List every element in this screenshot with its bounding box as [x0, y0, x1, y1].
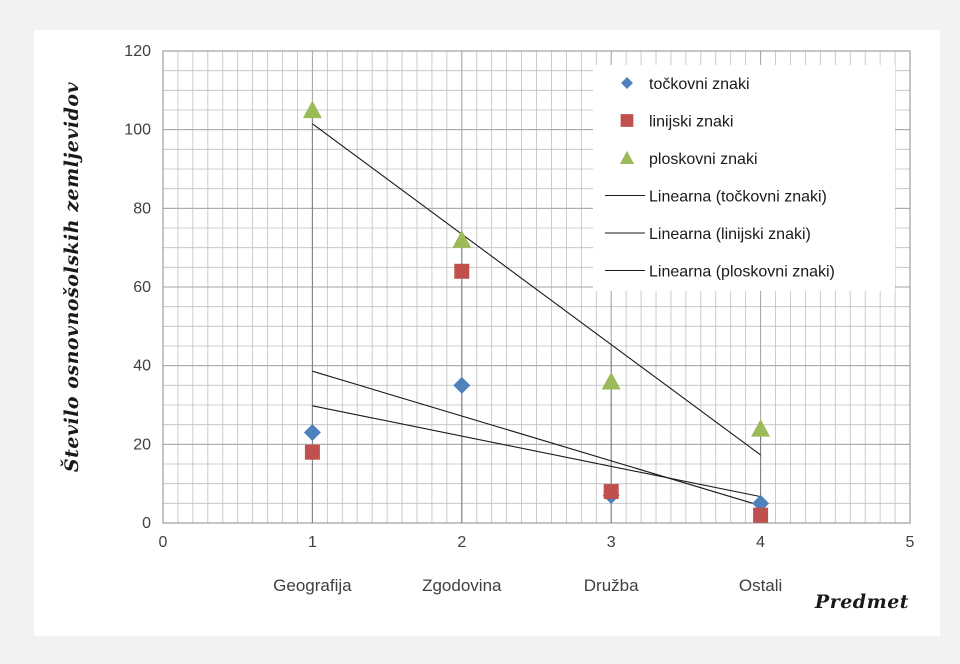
- legend-label: ploskovni znaki: [649, 151, 758, 168]
- legend-label: Linearna (linijski znaki): [649, 226, 811, 243]
- chart-frame: 0 20 40 60 80 100 120 0 1 2 3 4 5 Geografija Zgodovi…: [34, 30, 940, 636]
- trendline: [312, 405, 761, 498]
- x-axis-tick-labels: 0 1 2 3 4 5: [159, 534, 915, 551]
- data-point-triangle: [751, 419, 771, 437]
- x-tick-label: 0: [159, 534, 168, 551]
- category-label: Družba: [584, 576, 639, 595]
- legend-label: točkovni znaki: [649, 76, 750, 93]
- data-point-diamond: [303, 424, 321, 442]
- y-axis-title: Število osnovnošolskih zemljevidov: [60, 81, 83, 472]
- y-axis-tick-labels: 0 20 40 60 80 100 120: [124, 43, 151, 532]
- data-markers: [302, 100, 771, 523]
- data-point-triangle: [601, 371, 621, 390]
- x-tick-label: 4: [756, 534, 765, 551]
- category-label: Ostali: [739, 576, 782, 595]
- category-labels: Geografija Zgodovina Družba Ostali: [273, 576, 782, 595]
- category-label: Geografija: [273, 576, 352, 595]
- data-point-square: [454, 263, 470, 279]
- trendline: [312, 370, 761, 507]
- legend-box: [593, 65, 895, 291]
- legend-symbol: [620, 114, 634, 127]
- y-tick-label: 80: [133, 200, 151, 217]
- y-tick-label: 60: [133, 279, 151, 296]
- y-tick-label: 40: [133, 358, 151, 375]
- x-tick-label: 2: [457, 534, 466, 551]
- scatter-chart: 0 20 40 60 80 100 120 0 1 2 3 4 5 Geografija Zgodovi…: [60, 43, 915, 613]
- legend: točkovni znaki linijski znaki ploskovni zn…: [593, 65, 895, 291]
- data-point-square: [753, 507, 769, 523]
- data-point-triangle: [302, 100, 322, 119]
- data-point-diamond: [453, 376, 471, 394]
- x-tick-label: 1: [308, 534, 317, 551]
- category-label: Zgodovina: [422, 576, 502, 595]
- legend-symbol: [619, 150, 635, 165]
- trendlines: [312, 123, 761, 507]
- x-tick-label: 3: [607, 534, 616, 551]
- y-tick-label: 100: [124, 122, 151, 139]
- legend-label: Linearna (točkovni znaki): [649, 189, 827, 206]
- data-point-triangle: [452, 230, 472, 248]
- legend-marker-diamond: [621, 77, 633, 89]
- legend-label: linijski znaki: [649, 114, 733, 131]
- plot-area-border: [162, 50, 911, 524]
- y-tick-label: 20: [133, 436, 151, 453]
- x-tick-label: 5: [906, 534, 915, 551]
- legend-marker-square: [620, 114, 634, 127]
- y-tick-label: 0: [142, 515, 151, 532]
- y-tick-label: 120: [124, 43, 151, 60]
- legend-symbol: [621, 77, 633, 89]
- data-point-square: [603, 484, 619, 500]
- legend-label: Linearna (ploskovni znaki): [649, 264, 835, 281]
- data-point-square: [304, 444, 320, 460]
- legend-marker-triangle: [619, 150, 635, 165]
- x-axis-title: Predmet: [814, 591, 909, 613]
- data-point-diamond: [752, 494, 770, 512]
- trendline: [312, 123, 761, 456]
